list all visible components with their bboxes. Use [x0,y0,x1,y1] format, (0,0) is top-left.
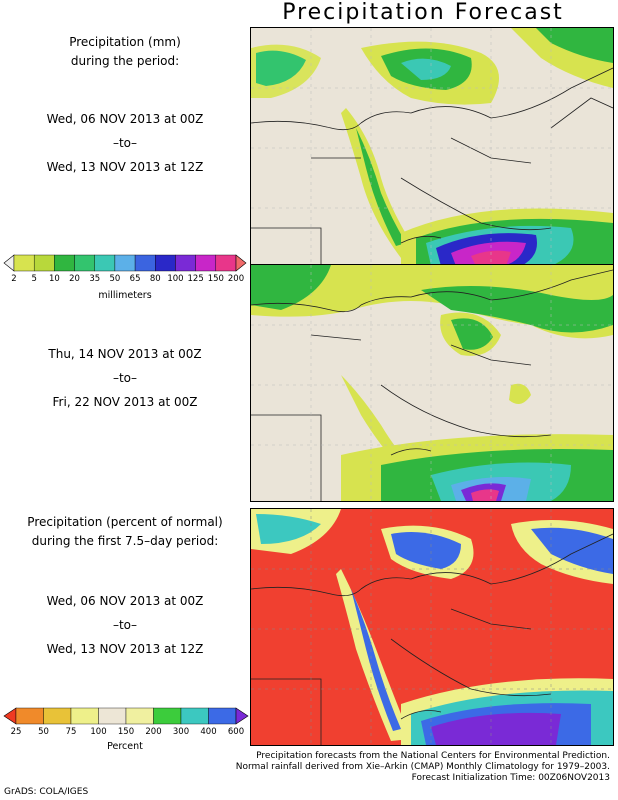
percent-colorbar-swatch [70,707,99,725]
panel2-end-date: Fri, 22 NOV 2013 at 00Z [52,395,198,409]
precip-colorbar-tick-label: 35 [89,274,100,282]
precip-colorbar-tick-label: 5 [31,274,36,282]
panel1-heading-line2: during the period: [70,54,180,68]
precip-colorbar-swatch [94,254,116,272]
precip-map-week1 [250,27,614,267]
precip-colorbar-tick-label: 125 [188,274,204,282]
precip-colorbar-swatch [134,254,156,272]
panel1-end-date: Wed, 13 NOV 2013 at 12Z [46,160,204,174]
precip-colorbar-swatch [54,254,75,272]
panel3-start-date: Wed, 06 NOV 2013 at 00Z [46,594,204,608]
precip-colorbar-swatch [114,254,136,272]
percent-colorbar-bar: 25 50 75 100 150 200 300 400 600 [3,707,249,737]
precip-map-week1-graphic [251,28,613,266]
percent-colorbar-tick-label: 200 [145,727,161,735]
footer-line2: Normal rainfall derived from Xie–Arkin (… [235,762,610,772]
precip-colorbar-swatch [13,254,35,272]
precip-colorbar-swatch [74,254,95,272]
precip-colorbar-tick-label: 20 [69,274,80,282]
panel3-heading: Precipitation (percent of normal) during… [0,513,250,551]
panel1-start-date: Wed, 06 NOV 2013 at 00Z [46,112,204,126]
percent-colorbar-tick-label: 600 [228,727,244,735]
precip-colorbar-tick-label: 10 [49,274,60,282]
precip-colorbar-unit: millimeters [98,290,152,301]
page-title: Precipitation Forecast [282,0,564,25]
percent-colorbar-swatch [15,707,44,725]
panel3-heading-line1: Precipitation (percent of normal) [27,515,223,529]
precip-colorbar-right-arrow [235,254,247,272]
precip-colorbar-swatch [155,254,176,272]
percent-colorbar-right-arrow [235,707,249,725]
percent-colorbar: 25 50 75 100 150 200 300 400 600 Percent [0,705,250,753]
percent-colorbar-tick-label: 150 [118,727,134,735]
percent-colorbar-tick-label: 100 [90,727,106,735]
percent-colorbar-tick-label: 300 [173,727,189,735]
precip-colorbar-tick-label: 200 [228,274,244,282]
percent-colorbar-unit: Percent [107,741,143,752]
precip-colorbar-tick-label: 100 [167,274,183,282]
footer-line1: Precipitation forecasts from the Nationa… [256,751,610,761]
percent-colorbar-swatch [43,707,72,725]
percent-colorbar-left-arrow [3,707,17,725]
percent-colorbar-tick-label: 25 [11,727,22,735]
precip-colorbar-left-arrow [3,254,15,272]
precip-colorbar-swatch [33,254,55,272]
precip-colorbar-swatch [195,254,217,272]
precip-colorbar-tick-label: 65 [130,274,141,282]
precip-colorbar-tick-label: 50 [109,274,120,282]
precip-colorbar-tick-label: 80 [150,274,161,282]
panel2-period: Thu, 14 NOV 2013 at 00Z –to– Fri, 22 NOV… [0,345,250,412]
precip-map-week2 [250,264,614,502]
percent-colorbar-tick-label: 400 [200,727,216,735]
panel1-period: Wed, 06 NOV 2013 at 00Z –to– Wed, 13 NOV… [0,110,250,177]
percent-colorbar-swatch [180,707,209,725]
percent-colorbar-swatch [125,707,154,725]
precip-colorbar: 2 5 10 20 35 50 65 80 100 125 150 200 millimeters [0,252,250,301]
panel3-end-date: Wed, 13 NOV 2013 at 12Z [46,642,204,656]
precip-colorbar-bar: 2 5 10 20 35 50 65 80 100 125 150 200 [3,254,247,284]
percent-colorbar-swatch [98,707,127,725]
panel2-start-date: Thu, 14 NOV 2013 at 00Z [48,347,202,361]
percent-colorbar-tick-label: 50 [38,727,49,735]
precip-map-week2-graphic [251,265,613,501]
panel1-to: –to– [112,136,138,150]
percent-colorbar-swatch [208,707,237,725]
grads-credit: GrADS: COLA/IGES [4,787,89,797]
precip-colorbar-swatch [215,254,237,272]
precip-colorbar-swatch [175,254,196,272]
panel3-to: –to– [112,618,138,632]
percent-normal-map [250,508,614,746]
percent-normal-map-graphic [251,509,613,745]
precip-colorbar-tick-label: 2 [11,274,16,282]
panel1-heading-line1: Precipitation (mm) [69,35,181,49]
panel2-to: –to– [112,371,138,385]
panel3-period: Wed, 06 NOV 2013 at 00Z –to– Wed, 13 NOV… [0,592,250,659]
percent-colorbar-swatch [153,707,182,725]
panel1-heading: Precipitation (mm) during the period: [0,33,250,71]
panel3-heading-line2: during the first 7.5–day period: [31,534,219,548]
footer-notes: Precipitation forecasts from the Nationa… [150,751,610,784]
footer-line3: Forecast Initialization Time: 00Z06NOV20… [411,773,610,783]
percent-colorbar-tick-label: 75 [66,727,77,735]
precip-colorbar-tick-label: 150 [208,274,224,282]
